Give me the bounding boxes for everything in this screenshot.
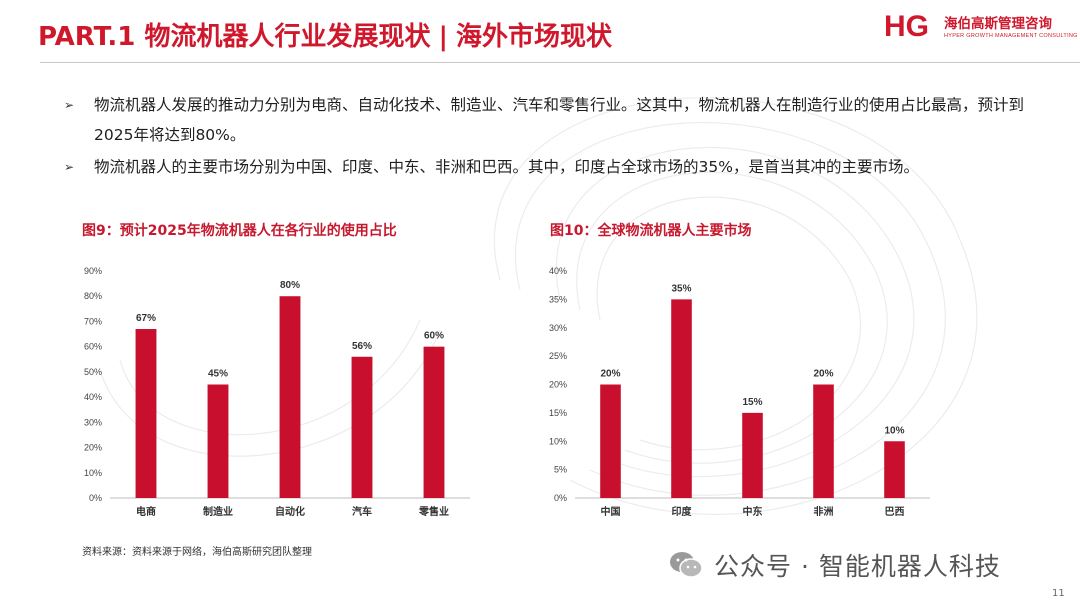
y-tick-label: 15% xyxy=(549,408,567,418)
page-number: 11 xyxy=(1052,588,1065,599)
bar xyxy=(813,384,834,498)
bullet-list: ➢ 物流机器人发展的推动力分别为电商、自动化技术、制造业、汽车和零售行业。这其中… xyxy=(64,90,1044,184)
y-tick-label: 20% xyxy=(84,443,102,453)
logo-name: 海伯高斯管理咨询 xyxy=(944,16,1052,32)
bar xyxy=(671,299,692,498)
bar xyxy=(207,384,229,498)
data-label: 20% xyxy=(600,369,620,380)
watermark-text: 公众号 · 智能机器人科技 xyxy=(714,552,1001,581)
bar xyxy=(279,296,301,498)
arrow-right-icon: ➢ xyxy=(64,98,75,112)
x-tick-label: 制造业 xyxy=(203,505,233,518)
source-note: 资料来源：资料来源于网络，海伯高斯研究团队整理 xyxy=(82,547,312,558)
data-label: 15% xyxy=(742,397,762,408)
bullet-item: ➢ 物流机器人的主要市场分别为中国、印度、中东、非洲和巴西。其中，印度占全球市场… xyxy=(64,152,1044,182)
y-tick-label: 10% xyxy=(84,468,102,478)
data-label: 45% xyxy=(208,369,228,380)
x-tick-label: 自动化 xyxy=(275,505,305,518)
wechat-icon xyxy=(670,552,703,578)
data-label: 20% xyxy=(813,369,833,380)
bar xyxy=(351,356,373,498)
bar xyxy=(600,384,621,498)
y-tick-label: 35% xyxy=(549,294,567,304)
y-tick-label: 30% xyxy=(549,323,567,333)
data-label: 10% xyxy=(884,425,904,436)
bar xyxy=(884,441,905,498)
data-label: 80% xyxy=(280,280,300,291)
data-label: 35% xyxy=(671,283,691,294)
x-tick-label: 中东 xyxy=(743,505,763,518)
chart-global-markets: 0% 5% 10% 15% 20% 25% 30% 35% 40% 20% 中国 35% 印度 15% 中东… xyxy=(549,266,930,518)
y-tick-label: 20% xyxy=(549,380,567,390)
bar xyxy=(742,412,763,498)
x-tick-label: 中国 xyxy=(601,505,621,518)
bar xyxy=(135,329,157,498)
y-tick-label: 60% xyxy=(84,342,102,352)
company-logo: HG 海伯高斯管理咨询 HYPER GROWTH MANAGEMENT CONS… xyxy=(884,10,1078,46)
y-tick-label: 40% xyxy=(84,392,102,402)
y-tick-label: 90% xyxy=(84,266,102,276)
watermark: 公众号 · 智能机器人科技 xyxy=(668,545,1001,585)
bullet-text: 物流机器人的主要市场分别为中国、印度、中东、非洲和巴西。其中，印度占全球市场的3… xyxy=(94,158,919,176)
bullet-text: 物流机器人发展的推动力分别为电商、自动化技术、制造业、汽车和零售行业。这其中，物… xyxy=(94,96,1025,144)
logo-mark: HG xyxy=(884,10,929,43)
data-label: 56% xyxy=(352,341,372,352)
y-tick-label: 5% xyxy=(554,465,567,475)
bar xyxy=(423,346,445,498)
title-part: PART.1 物流机器人行业发展现状 xyxy=(38,22,431,52)
header-divider xyxy=(40,62,1080,63)
x-tick-label: 汽车 xyxy=(352,505,372,518)
y-tick-label: 40% xyxy=(549,266,567,276)
data-label: 60% xyxy=(424,331,444,342)
x-tick-label: 巴西 xyxy=(885,506,905,518)
page-title: PART.1 物流机器人行业发展现状 | 海外市场现状 xyxy=(38,14,612,60)
chart-industry-usage: 0% 10% 20% 30% 40% 50% 60% 70% 80% 90% 67% 电商 45% 制造业… xyxy=(84,266,470,518)
data-label: 67% xyxy=(136,313,156,324)
logo-subtitle: HYPER GROWTH MANAGEMENT CONSULTING xyxy=(944,33,1078,39)
y-tick-label: 30% xyxy=(84,417,102,427)
y-tick-label: 25% xyxy=(549,351,567,361)
title-sub: 海外市场现状 xyxy=(455,22,612,52)
y-tick-label: 80% xyxy=(84,291,102,301)
y-tick-label: 0% xyxy=(554,493,567,503)
x-tick-label: 电商 xyxy=(136,505,156,518)
y-tick-label: 0% xyxy=(89,493,102,503)
x-tick-label: 非洲 xyxy=(814,505,834,518)
y-tick-label: 10% xyxy=(549,436,567,446)
y-tick-label: 50% xyxy=(84,367,102,377)
bullet-item: ➢ 物流机器人发展的推动力分别为电商、自动化技术、制造业、汽车和零售行业。这其中… xyxy=(64,90,1044,150)
y-tick-label: 70% xyxy=(84,316,102,326)
chart-title-markets: 图10：全球物流机器人主要市场 xyxy=(550,223,752,239)
title-separator: | xyxy=(438,22,448,52)
arrow-right-icon: ➢ xyxy=(64,160,75,174)
chart-title-industry: 图9：预计2025年物流机器人在各行业的使用占比 xyxy=(82,223,397,239)
x-tick-label: 印度 xyxy=(672,505,693,518)
x-tick-label: 零售业 xyxy=(418,505,449,518)
